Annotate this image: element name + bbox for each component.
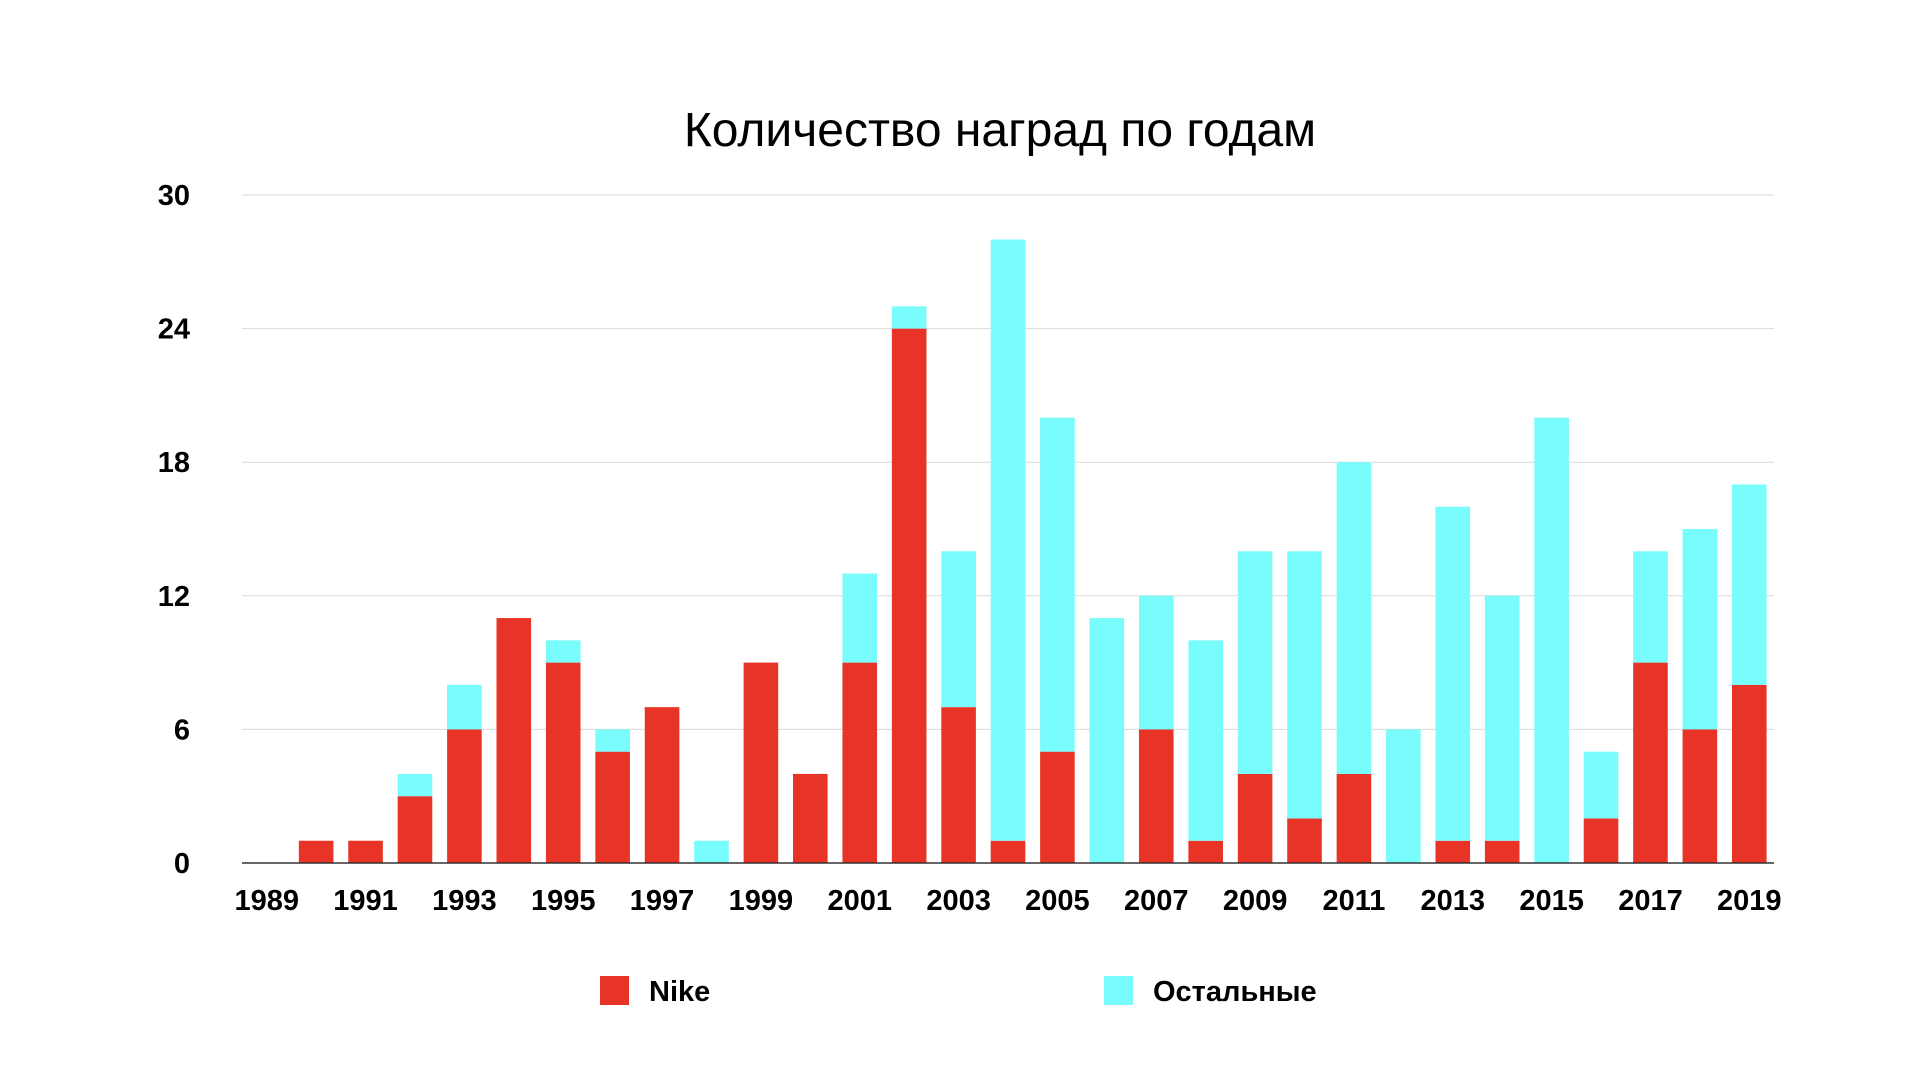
bar-1998-series-1: [694, 840, 729, 863]
bar-2010-series-1: [1287, 551, 1322, 819]
x-tick-label-2019: 2019: [1717, 885, 1782, 917]
bar-2019-series-0: [1731, 684, 1767, 863]
bar-2009-series-1: [1237, 551, 1273, 774]
bar-1994-series-0: [496, 618, 532, 863]
x-tick-label-2011: 2011: [1322, 885, 1385, 917]
bar-2002-series-0: [891, 328, 927, 864]
bar-1993-series-0: [447, 729, 482, 863]
bar-2013-series-1: [1435, 506, 1471, 841]
bar-1992-series-1: [397, 773, 433, 797]
bars: [298, 239, 1767, 864]
x-tick-label-1997: 1997: [630, 885, 695, 917]
y-axis-ticks: 0 6 12 18 24 30: [158, 180, 190, 880]
bar-2004-series-0: [990, 840, 1026, 863]
bar-2002-series-1: [891, 306, 927, 329]
bar-2008-series-1: [1188, 640, 1223, 841]
bar-2011-series-1: [1336, 462, 1372, 774]
bar-1993-series-1: [447, 684, 482, 730]
x-tick-label-2003: 2003: [926, 885, 991, 917]
bar-1992-series-0: [397, 796, 433, 863]
x-tick-label-1993: 1993: [432, 885, 497, 917]
bar-1991-series-0: [348, 840, 383, 863]
y-tick-label-6: 6: [174, 714, 190, 746]
bar-1999-series-0: [743, 662, 779, 863]
bar-2003-series-0: [941, 707, 976, 863]
bar-2001-series-1: [842, 573, 878, 663]
bar-1995-series-1: [545, 640, 581, 663]
bar-2017-series-0: [1633, 662, 1668, 863]
bar-2005-series-1: [1040, 417, 1075, 752]
legend-swatch-0: [600, 976, 629, 1005]
bar-2015-series-1: [1534, 417, 1569, 863]
bar-2014-series-0: [1484, 840, 1520, 863]
bar-2001-series-0: [842, 662, 878, 863]
bar-2012-series-1: [1386, 729, 1421, 863]
y-tick-label-24: 24: [158, 314, 190, 346]
legend-swatch-1: [1104, 976, 1133, 1005]
bar-2003-series-1: [941, 551, 976, 708]
bar-2017-series-1: [1633, 551, 1668, 663]
bar-2013-series-0: [1435, 840, 1471, 863]
y-tick-label-18: 18: [158, 447, 190, 479]
bar-2000-series-0: [793, 773, 828, 863]
y-tick-label-12: 12: [158, 581, 190, 613]
bar-2016-series-0: [1583, 818, 1619, 863]
legend-label-0: Nike: [649, 976, 710, 1008]
x-tick-label-1999: 1999: [729, 885, 794, 917]
y-tick-label-30: 30: [158, 180, 190, 212]
bar-1997-series-0: [644, 707, 680, 863]
bar-2011-series-0: [1336, 773, 1372, 863]
x-tick-label-2013: 2013: [1421, 885, 1486, 917]
bar-2019-series-1: [1731, 484, 1767, 685]
bar-2007-series-0: [1138, 729, 1174, 863]
bar-1995-series-0: [545, 662, 581, 863]
bar-2018-series-1: [1682, 529, 1718, 730]
x-tick-label-2001: 2001: [827, 885, 892, 917]
x-tick-label-2007: 2007: [1124, 885, 1189, 917]
bar-1990-series-0: [298, 840, 334, 863]
bar-2008-series-0: [1188, 840, 1223, 863]
legend-label-1: Остальные: [1153, 976, 1317, 1008]
bar-2005-series-0: [1040, 751, 1075, 863]
x-tick-label-2009: 2009: [1223, 885, 1288, 917]
bar-2006-series-1: [1089, 618, 1125, 863]
bar-2016-series-1: [1583, 751, 1619, 819]
bar-1996-series-1: [595, 729, 630, 752]
bar-2010-series-0: [1287, 818, 1322, 863]
y-tick-label-0: 0: [174, 848, 190, 880]
x-axis-ticks: 1989 1991 1993 1995 1997 1999 2001 2003 2005 2007…: [234, 885, 1781, 917]
bar-1996-series-0: [595, 751, 630, 863]
x-tick-label-1991: 1991: [333, 885, 398, 917]
x-tick-label-2005: 2005: [1025, 885, 1090, 917]
x-tick-label-2015: 2015: [1519, 885, 1584, 917]
x-tick-label-1995: 1995: [531, 885, 596, 917]
bar-2014-series-1: [1484, 595, 1520, 841]
bar-2004-series-1: [990, 239, 1026, 841]
chart-title: Количество наград по годам: [684, 104, 1316, 157]
bar-2018-series-0: [1682, 729, 1718, 863]
x-tick-label-1989: 1989: [234, 885, 299, 917]
x-tick-label-2017: 2017: [1618, 885, 1683, 917]
legend: Nike Остальные: [600, 976, 1317, 1008]
bar-2007-series-1: [1138, 595, 1174, 730]
bar-2009-series-0: [1237, 773, 1273, 863]
